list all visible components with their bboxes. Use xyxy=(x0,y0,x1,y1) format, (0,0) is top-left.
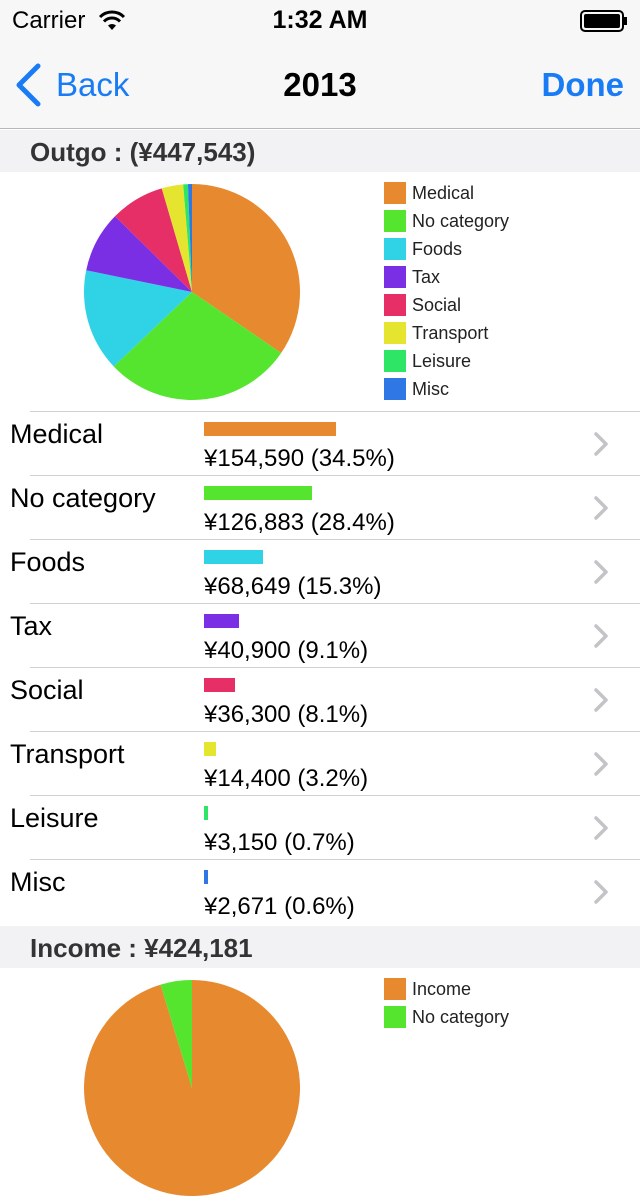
row-separator xyxy=(30,731,640,732)
back-button[interactable]: Back xyxy=(14,62,129,108)
chevron-right-icon xyxy=(594,432,608,456)
category-row-tax[interactable]: Tax ¥40,900 (9.1%) xyxy=(0,603,640,667)
outgo-pie-chart xyxy=(84,184,300,400)
outgo-slice-misc xyxy=(187,184,192,292)
legend-label: Social xyxy=(412,295,462,315)
income-slice-no-category xyxy=(160,980,192,1088)
status-time: 1:32 AM xyxy=(272,6,368,34)
wifi-icon xyxy=(98,10,126,30)
legend-label: Medical xyxy=(412,183,475,203)
legend-swatch xyxy=(384,322,406,344)
battery-icon xyxy=(580,10,627,32)
category-share-bar xyxy=(204,614,239,628)
category-share-bar xyxy=(204,550,263,564)
legend-swatch xyxy=(384,294,406,316)
legend-swatch xyxy=(384,210,406,232)
carrier-label: Carrier xyxy=(12,7,86,34)
legend-label: Income xyxy=(412,979,472,999)
income-pie-chart xyxy=(84,980,300,1196)
outgo-slice-foods xyxy=(84,270,192,367)
legend-label: Foods xyxy=(412,239,463,259)
legend-label: Transport xyxy=(412,323,489,343)
category-share-bar xyxy=(204,742,216,756)
category-share-bar xyxy=(204,806,208,820)
row-separator xyxy=(30,475,640,476)
chevron-right-icon xyxy=(594,560,608,584)
category-name: Medical xyxy=(10,419,104,449)
category-amount: ¥154,590 (34.5%) xyxy=(204,445,395,472)
outgo-slice-tax xyxy=(86,216,192,292)
row-separator xyxy=(30,603,640,604)
category-name: No category xyxy=(10,483,156,513)
category-amount: ¥40,900 (9.1%) xyxy=(204,637,369,664)
back-button-label: Back xyxy=(56,66,130,103)
outgo-slice-no-category xyxy=(113,292,282,400)
legend-swatch xyxy=(384,350,406,372)
legend-swatch xyxy=(384,266,406,288)
category-name: Social xyxy=(10,675,84,705)
category-share-bar xyxy=(204,870,208,884)
category-amount: ¥14,400 (3.2%) xyxy=(204,765,369,792)
category-name: Leisure xyxy=(10,803,99,833)
row-separator xyxy=(30,667,640,668)
category-amount: ¥68,649 (15.3%) xyxy=(204,573,382,600)
chevron-right-icon xyxy=(594,880,608,904)
category-row-transport[interactable]: Transport ¥14,400 (3.2%) xyxy=(0,731,640,795)
row-separator xyxy=(30,411,640,412)
category-row-misc[interactable]: Misc ¥2,671 (0.6%) xyxy=(0,859,640,923)
category-amount: ¥2,671 (0.6%) xyxy=(204,893,355,920)
outgo-slice-social xyxy=(115,188,192,292)
category-amount: ¥126,883 (28.4%) xyxy=(204,509,395,536)
legend-swatch xyxy=(384,378,406,400)
outgo-slice-medical xyxy=(192,184,300,353)
legend-swatch xyxy=(384,978,406,1000)
category-name: Transport xyxy=(10,739,125,769)
category-row-medical[interactable]: Medical ¥154,590 (34.5%) xyxy=(0,411,640,475)
row-separator xyxy=(30,795,640,796)
category-share-bar xyxy=(204,422,336,436)
legend-label: No category xyxy=(412,1007,510,1027)
category-row-leisure[interactable]: Leisure ¥3,150 (0.7%) xyxy=(0,795,640,859)
chevron-right-icon xyxy=(594,752,608,776)
legend-label: No category xyxy=(412,211,510,231)
row-separator xyxy=(30,859,640,860)
income-header-label: Income : ¥424,181 xyxy=(30,933,253,963)
outgo-header-label: Outgo : (¥447,543) xyxy=(30,137,256,167)
category-row-no-category[interactable]: No category ¥126,883 (28.4%) xyxy=(0,475,640,539)
legend-label: Leisure xyxy=(412,351,472,371)
outgo-slice-leisure xyxy=(183,184,192,292)
row-separator xyxy=(30,539,640,540)
category-amount: ¥3,150 (0.7%) xyxy=(204,829,355,856)
category-name: Tax xyxy=(10,611,53,641)
outgo-section-header: Outgo : (¥447,543) xyxy=(0,130,640,172)
category-row-foods[interactable]: Foods ¥68,649 (15.3%) xyxy=(0,539,640,603)
category-amount: ¥36,300 (8.1%) xyxy=(204,701,369,728)
category-name: Misc xyxy=(10,867,66,897)
category-name: Foods xyxy=(10,547,86,577)
done-button[interactable]: Done xyxy=(541,66,625,103)
legend-swatch xyxy=(384,182,406,204)
legend-label: Misc xyxy=(412,379,449,399)
category-share-bar xyxy=(204,678,235,692)
chevron-right-icon xyxy=(594,816,608,840)
income-section-header: Income : ¥424,181 xyxy=(0,926,640,968)
status-bar: Carrier 1:32 AM xyxy=(0,0,640,40)
chevron-right-icon xyxy=(594,496,608,520)
chevron-right-icon xyxy=(594,624,608,648)
category-share-bar xyxy=(204,486,312,500)
legend-label: Tax xyxy=(412,267,441,287)
legend-swatch xyxy=(384,1006,406,1028)
legend-swatch xyxy=(384,238,406,260)
chevron-right-icon xyxy=(594,688,608,712)
category-row-social[interactable]: Social ¥36,300 (8.1%) xyxy=(0,667,640,731)
outgo-slice-transport xyxy=(161,184,192,292)
chevron-left-icon xyxy=(16,63,41,107)
navigation-bar: Back 2013 Done xyxy=(0,40,640,129)
